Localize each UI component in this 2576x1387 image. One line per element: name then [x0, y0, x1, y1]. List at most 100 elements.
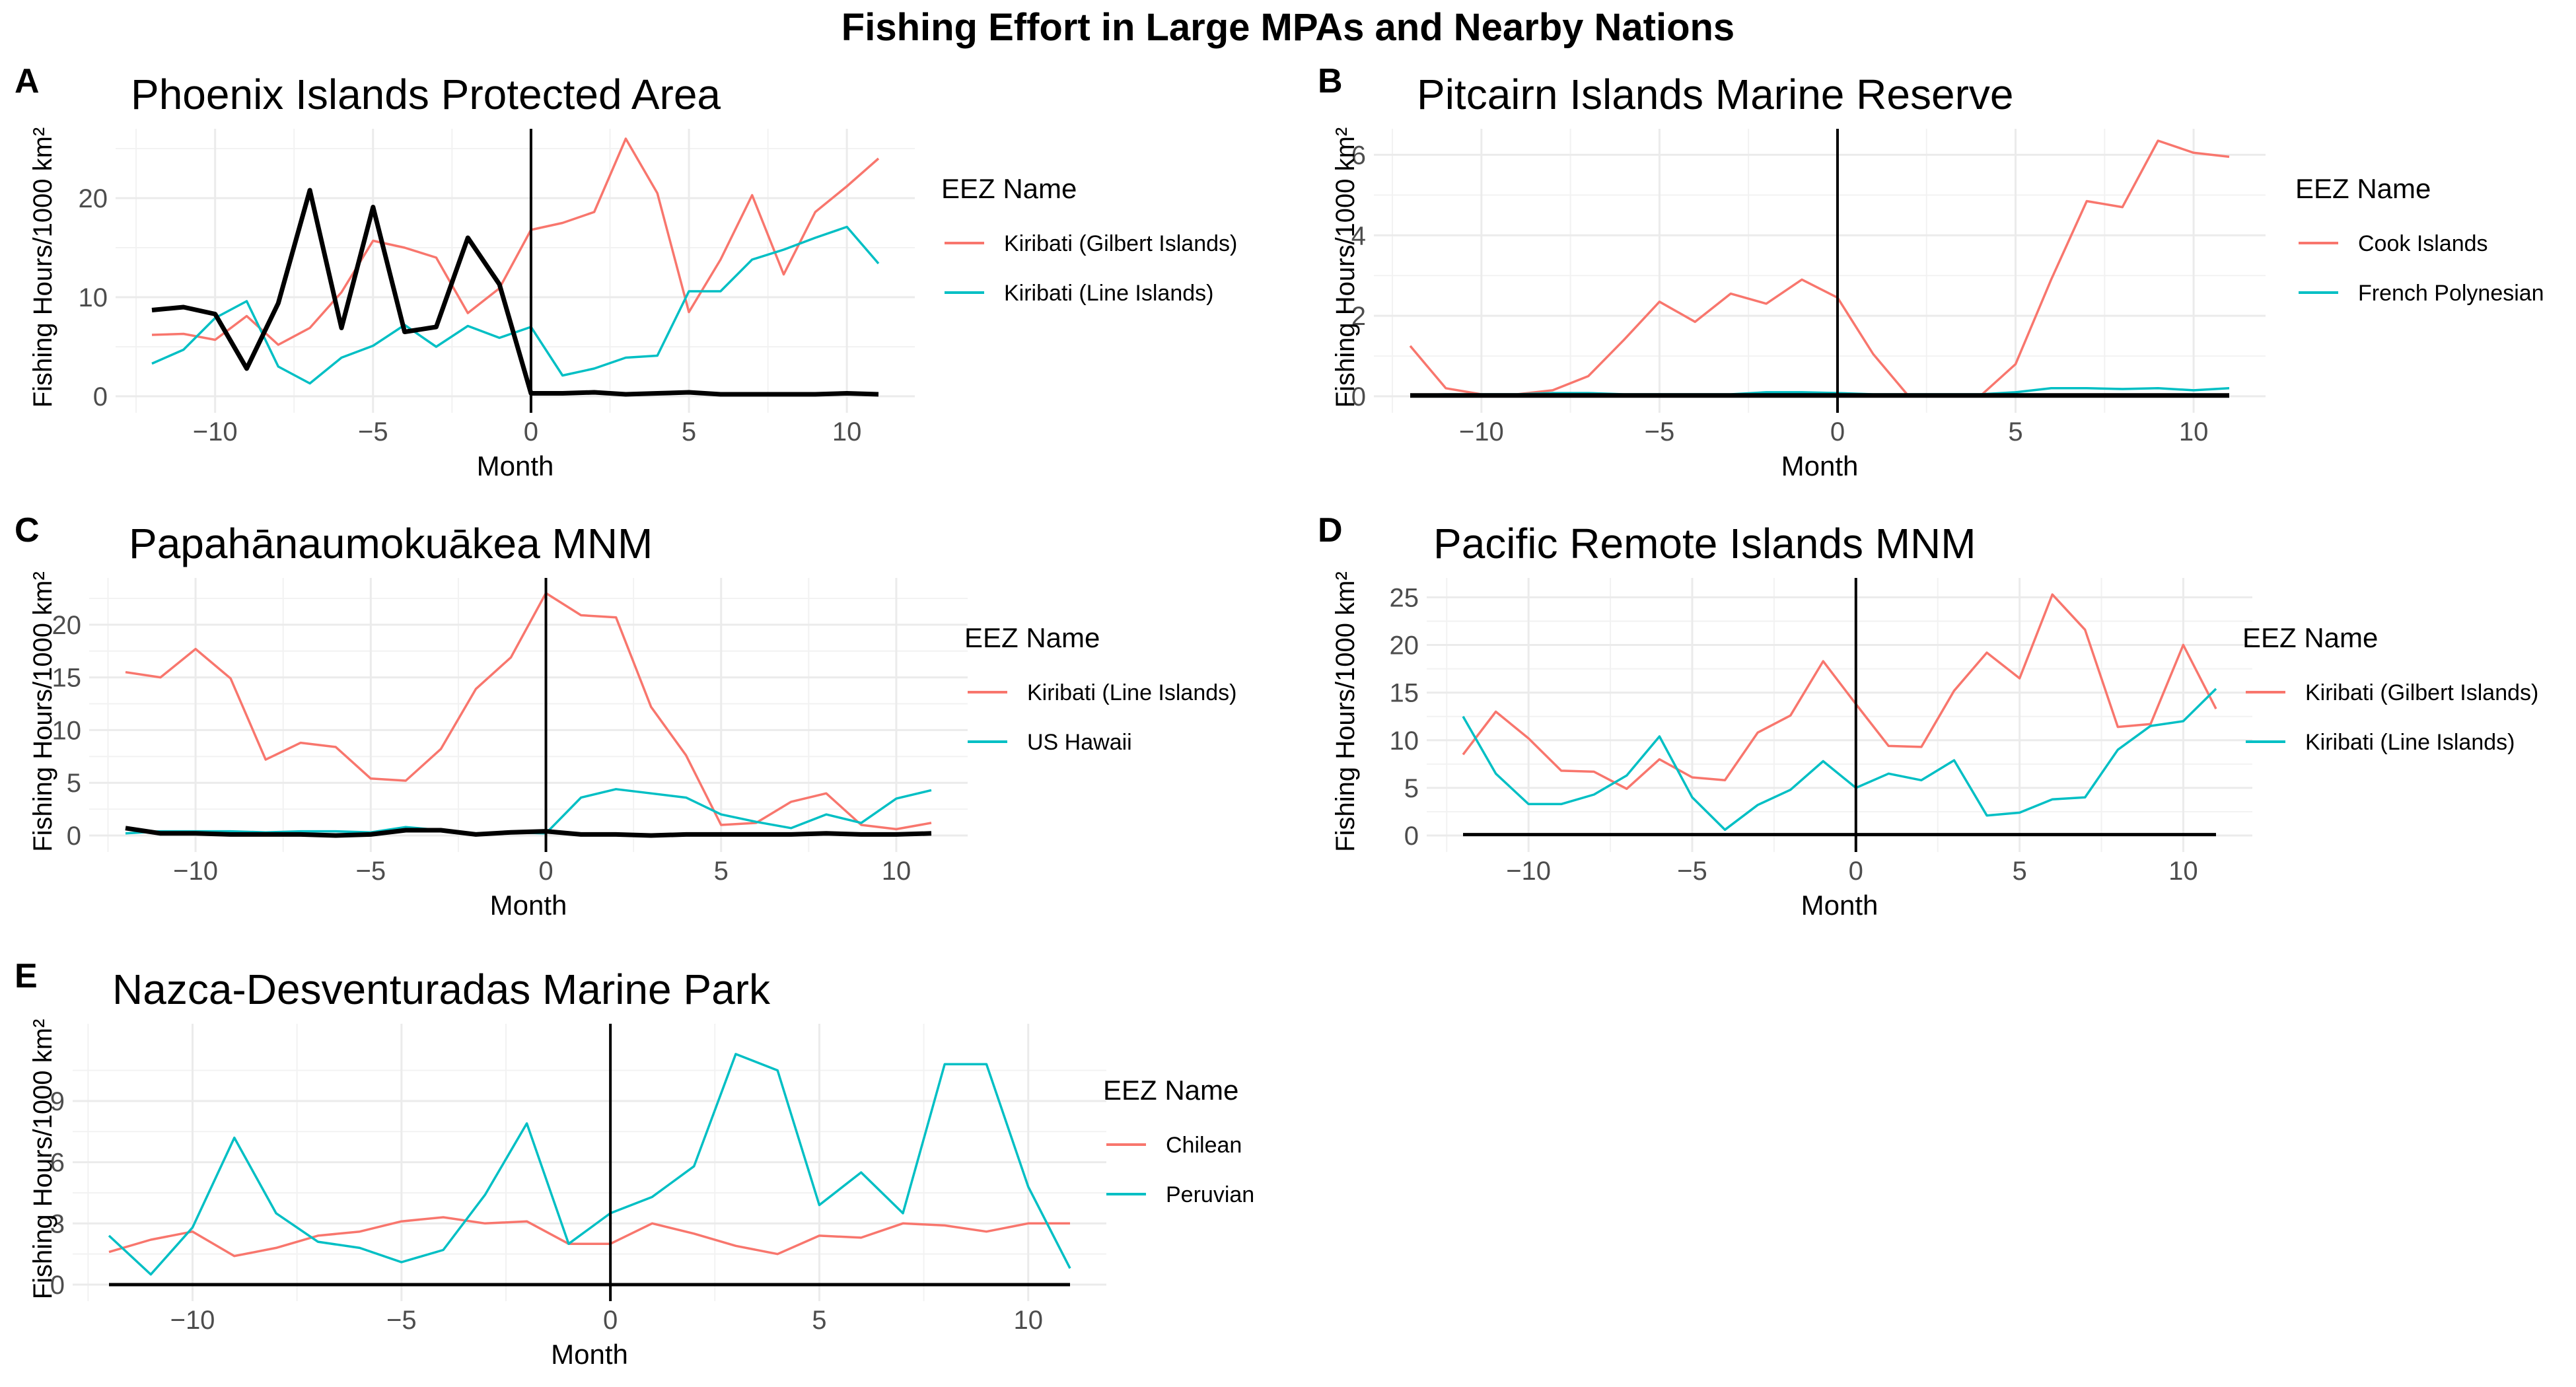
legend-label: Peruvian	[1166, 1182, 1254, 1207]
x-axis-label: Month	[477, 450, 554, 481]
x-tick-label: 10	[2168, 857, 2198, 886]
panel-letter: D	[1318, 511, 1343, 550]
series-line-total	[125, 826, 932, 838]
y-axis-label: Fishing Hours/1000 km²	[28, 1019, 57, 1300]
panel-d: −10 −5 0 5 10 0 5 10 15 20 25 Month Fishing Hours/10…	[1318, 511, 2538, 921]
series-line-kiribati-line-islands-	[125, 592, 932, 831]
legend-label: Kiribati (Line Islands)	[2305, 730, 2515, 755]
y-tick-label: 5	[1404, 774, 1419, 803]
y-tick-label: 5	[67, 769, 81, 798]
x-tick-label: 0	[1849, 857, 1863, 886]
panel-letter: C	[15, 511, 40, 550]
y-tick-label: 4	[1351, 221, 1366, 250]
x-tick-label: −5	[1677, 857, 1707, 886]
y-tick-label: 6	[1351, 141, 1366, 170]
x-tick-label: −10	[1506, 857, 1551, 886]
x-tick-label: 0	[1830, 417, 1845, 446]
y-tick-label: 0	[1404, 822, 1419, 851]
y-tick-label: 20	[79, 184, 108, 213]
legend-label: Kiribati (Line Islands)	[1004, 281, 1213, 306]
x-tick-label: −10	[173, 857, 218, 886]
series-line-peruvian	[108, 1053, 1071, 1276]
x-axis-label: Month	[1801, 890, 1878, 921]
y-tick-label: 3	[50, 1209, 65, 1238]
y-tick-label: 10	[1390, 727, 1419, 756]
y-tick-label: 20	[1390, 631, 1419, 660]
series-line-kiribati-gilbert-islands-	[1462, 593, 2217, 791]
y-tick-label: 0	[1351, 382, 1366, 411]
series-line-cook-islands	[1409, 139, 2230, 398]
x-tick-label: 5	[714, 857, 729, 886]
series-line-kiribati-line-islands-	[1462, 688, 2217, 832]
series-line-us-hawaii	[125, 788, 932, 835]
y-tick-label: 2	[1351, 302, 1366, 331]
series-line-kiribati-line-islands-	[151, 225, 880, 385]
x-tick-label: 10	[832, 417, 862, 446]
x-tick-label: −10	[193, 417, 238, 446]
legend-label: Kiribati (Gilbert Islands)	[1004, 231, 1237, 256]
series-line-chilean	[108, 1216, 1070, 1258]
y-tick-label: 25	[1390, 583, 1419, 612]
y-tick-label: 15	[1390, 679, 1419, 708]
y-axis-label: Fishing Hours/1000 km²	[28, 127, 57, 408]
legend-label: French Polynesian	[2358, 281, 2544, 306]
legend-title: EEZ Name	[964, 622, 1100, 653]
x-tick-label: 5	[2008, 417, 2022, 446]
x-axis-label: Month	[551, 1339, 628, 1370]
series-line-total	[151, 188, 879, 397]
x-tick-label: 5	[2012, 857, 2026, 886]
x-tick-label: −5	[355, 857, 386, 886]
x-tick-label: 0	[538, 857, 553, 886]
legend-label: Kiribati (Gilbert Islands)	[2305, 680, 2538, 705]
legend-label: Kiribati (Line Islands)	[1027, 680, 1236, 705]
series-line-kiribati-gilbert-islands-	[151, 137, 880, 346]
x-tick-label: −10	[1459, 417, 1504, 446]
y-axis-label: Fishing Hours/1000 km²	[1331, 127, 1360, 408]
x-tick-label: 5	[682, 417, 696, 446]
y-tick-label: 10	[79, 283, 108, 312]
legend-title: EEZ Name	[941, 173, 1077, 204]
x-axis-label: Month	[490, 890, 567, 921]
y-tick-label: 10	[52, 716, 82, 745]
x-tick-label: 5	[812, 1306, 826, 1335]
x-tick-label: 10	[882, 857, 912, 886]
legend-title: EEZ Name	[2242, 622, 2378, 653]
y-tick-label: 0	[50, 1271, 65, 1300]
panel-e: −10 −5 0 5 10 0 3 6 9 Month Fishing Hours/1000 km²…	[15, 957, 1254, 1370]
legend-title: EEZ Name	[2295, 173, 2431, 204]
panel-title: Phoenix Islands Protected Area	[131, 71, 721, 118]
panel-letter: B	[1318, 62, 1343, 100]
x-tick-label: 0	[524, 417, 538, 446]
panel-letter: E	[15, 957, 38, 995]
y-tick-label: 0	[67, 822, 81, 851]
legend: EEZ Name Kiribati (Gilbert Islands) Kiriba…	[2242, 622, 2538, 755]
panel-title: Pitcairn Islands Marine Reserve	[1417, 71, 2013, 118]
panel-a: −10 −5 0 5 10 0 10 20 Month Fishing Hours/1000 km…	[15, 62, 1237, 481]
legend-label: Chilean	[1166, 1133, 1242, 1158]
x-tick-label: −5	[358, 417, 388, 446]
panel-c: −10 −5 0 5 10 0 5 10 15 20 Month Fishing Hours/1000…	[15, 511, 1236, 921]
y-tick-label: 6	[50, 1149, 65, 1178]
y-axis-label: Fishing Hours/1000 km²	[28, 571, 57, 852]
legend-label: US Hawaii	[1027, 730, 1132, 755]
x-tick-label: −5	[1645, 417, 1675, 446]
y-axis-label: Fishing Hours/1000 km²	[1331, 571, 1360, 852]
y-tick-label: 0	[93, 382, 108, 411]
panel-title: Pacific Remote Islands MNM	[1433, 520, 1976, 567]
legend-label: Cook Islands	[2358, 231, 2488, 256]
x-axis-label: Month	[1781, 450, 1859, 481]
legend: EEZ Name Kiribati (Gilbert Islands) Kiriba…	[941, 173, 1237, 306]
panel-title: Nazca-Desventuradas Marine Park	[112, 966, 771, 1013]
y-tick-label: 15	[52, 664, 82, 693]
x-tick-label: 10	[1013, 1306, 1043, 1335]
x-tick-label: −10	[170, 1306, 215, 1335]
x-tick-label: −5	[386, 1306, 417, 1335]
x-tick-label: 10	[2179, 417, 2209, 446]
panel-title: Papahānaumokuākea MNM	[129, 520, 653, 567]
figure-title: Fishing Effort in Large MPAs and Nearby …	[841, 6, 1735, 49]
legend-title: EEZ Name	[1103, 1075, 1238, 1106]
y-tick-label: 20	[52, 611, 82, 640]
x-tick-label: 0	[603, 1306, 618, 1335]
panel-b: −10 −5 0 5 10 0 2 4 6 Month Fishing Hours/1000 km²…	[1318, 62, 2544, 481]
